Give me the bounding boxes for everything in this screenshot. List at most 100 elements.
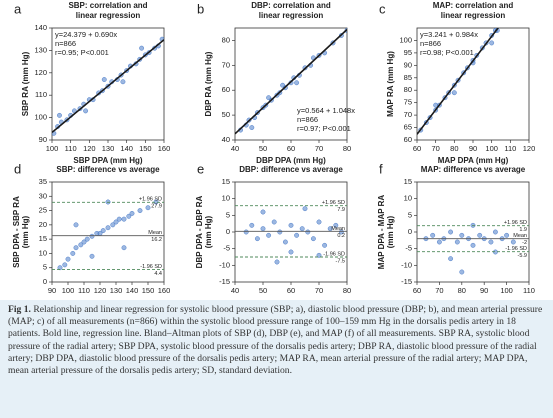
point — [436, 239, 442, 245]
y-tick-label: 0 — [408, 227, 412, 236]
point — [274, 259, 280, 265]
y-tick-label: 75 — [404, 98, 412, 107]
reference-label: +1.96 SD — [504, 220, 527, 226]
y-tick-label: 70 — [404, 110, 412, 119]
annotation: r=0.97; P<0.001 — [297, 124, 351, 133]
point — [57, 112, 62, 118]
point — [448, 229, 454, 235]
reference-label: -1.96 SD — [323, 251, 345, 257]
x-tick-label: 70 — [315, 144, 323, 153]
y-axis-label: (mm Hg) — [21, 215, 30, 248]
y-tick-label: 130 — [34, 45, 47, 54]
point — [121, 245, 127, 251]
point — [288, 249, 294, 255]
x-tick-label: 100 — [500, 286, 513, 295]
point — [120, 79, 126, 85]
point — [271, 219, 277, 225]
point — [266, 232, 272, 238]
x-tick-label: 40 — [231, 144, 239, 153]
y-axis-label: MAP DPA - MAP RA — [377, 195, 386, 270]
y-tick-label: 5 — [226, 210, 230, 219]
point — [310, 236, 316, 242]
annotation: y=3.241 + 0.984x — [420, 30, 478, 39]
point — [249, 125, 255, 131]
point — [316, 219, 322, 225]
y-tick-label: -10 — [401, 260, 412, 269]
reference-label: -1.96 SD — [505, 246, 527, 252]
reference-value: 16.2 — [151, 237, 162, 243]
y-axis-label: SBP RA (mm Hg) — [21, 51, 30, 116]
x-tick-label: 60 — [413, 144, 421, 153]
point — [137, 208, 143, 214]
y-axis-label: DBP RA (mm Hg) — [204, 51, 213, 116]
point — [277, 229, 283, 235]
x-tick-label: 140 — [126, 286, 139, 295]
panel-title: MAP: difference vs average — [421, 165, 526, 174]
point — [139, 45, 145, 51]
panel-title: SBP: correlation and — [68, 1, 147, 10]
panel-title: linear regression — [259, 11, 324, 20]
plot-frame — [234, 181, 348, 283]
y-tick-label: 80 — [222, 35, 230, 44]
y-tick-label: -15 — [401, 277, 412, 286]
point — [282, 239, 288, 245]
x-tick-label: 100 — [62, 286, 75, 295]
reference-label: Mean — [513, 233, 527, 239]
x-tick-label: 130 — [102, 144, 115, 153]
annotation: y=0.564 + 1.048x — [297, 106, 355, 115]
annotation: n=866 — [297, 115, 318, 124]
y-tick-label: 5 — [43, 263, 47, 272]
point — [260, 209, 266, 215]
panel-letter: b — [197, 1, 204, 16]
x-tick-label: 70 — [431, 144, 439, 153]
point — [105, 225, 111, 231]
plot-frame — [51, 181, 165, 283]
reference-value: 1.9 — [519, 227, 527, 233]
reference-value: 7.9 — [337, 207, 345, 213]
point — [477, 232, 483, 238]
y-axis-label: SBP DPA - SBP RA — [12, 196, 21, 268]
point — [266, 95, 272, 101]
regression-line — [417, 28, 500, 135]
x-axis-label: SBP DPA (mm Hg) — [73, 156, 143, 165]
y-tick-label: 0 — [43, 277, 47, 286]
x-tick-label: 130 — [110, 286, 123, 295]
point — [121, 216, 127, 222]
reference-value: -7.5 — [336, 258, 345, 264]
point — [254, 236, 260, 242]
y-tick-label: 10 — [222, 194, 230, 203]
point — [89, 253, 95, 259]
reference-label: +1.96 SD — [139, 197, 162, 203]
point — [113, 219, 119, 225]
point — [492, 229, 498, 235]
reference-value: 4.4 — [154, 271, 162, 277]
x-tick-label: 50 — [259, 286, 267, 295]
x-tick-label: 150 — [139, 144, 152, 153]
x-axis-label: MAP DPA (mm Hg) — [438, 156, 509, 165]
y-tick-label: -5 — [405, 244, 412, 253]
points — [243, 206, 344, 265]
panel-title: linear regression — [76, 11, 141, 20]
y-tick-label: 15 — [404, 177, 412, 186]
points — [52, 36, 164, 136]
point — [73, 245, 79, 251]
point — [280, 82, 286, 88]
x-tick-label: 160 — [158, 144, 171, 153]
point — [459, 269, 465, 275]
x-tick-label: 90 — [469, 144, 477, 153]
y-axis-label: DBP DPA - DBP RA — [195, 195, 204, 268]
point — [454, 239, 460, 245]
point — [100, 228, 106, 234]
panel-letter: e — [197, 161, 204, 176]
panel-title: SBP: difference vs average — [56, 165, 160, 174]
point — [316, 252, 322, 258]
panel-title: MAP: correlation and — [433, 1, 514, 10]
caption-text: Relationship and linear regression for s… — [8, 304, 543, 377]
